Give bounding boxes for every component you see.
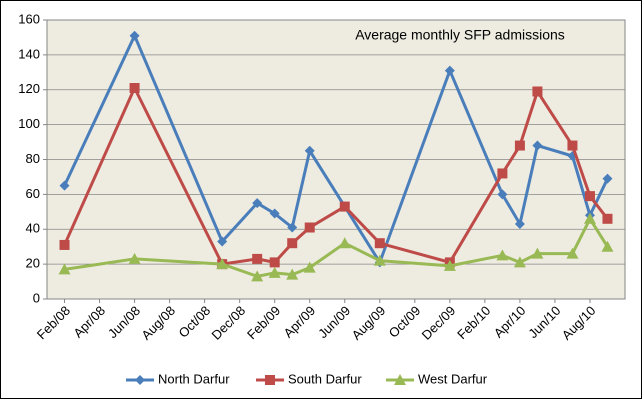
point — [269, 208, 280, 219]
point — [216, 258, 229, 270]
point — [496, 249, 509, 261]
y-tick-label: 120 — [18, 81, 40, 96]
annotation: Average monthly SFP admissions — [355, 27, 565, 43]
point — [497, 168, 508, 179]
point — [304, 222, 315, 233]
series-line — [64, 215, 609, 278]
point — [602, 173, 613, 184]
point — [287, 238, 298, 249]
point — [128, 252, 141, 264]
point — [217, 236, 228, 247]
y-tick-label: 20 — [26, 256, 40, 271]
point — [268, 266, 281, 278]
point — [444, 65, 455, 76]
point — [59, 239, 70, 250]
point — [443, 259, 456, 271]
point — [532, 140, 543, 151]
legend-marker — [135, 375, 145, 385]
y-tick-label: 140 — [18, 46, 40, 61]
point — [513, 256, 526, 268]
series-line — [63, 84, 609, 266]
point — [129, 83, 140, 94]
point — [602, 213, 613, 224]
point — [531, 247, 544, 259]
y-tick-label: 40 — [26, 221, 40, 236]
point — [251, 270, 264, 282]
point — [304, 145, 315, 156]
point — [583, 212, 596, 224]
point — [58, 263, 71, 275]
point — [269, 257, 280, 268]
legend-label: North Darfur — [158, 371, 230, 386]
y-tick-label: 100 — [18, 116, 40, 131]
point — [497, 189, 508, 200]
point — [374, 238, 385, 249]
point — [373, 254, 386, 266]
point — [303, 261, 316, 273]
point — [601, 240, 614, 252]
point — [567, 140, 578, 151]
y-tick-label: 160 — [18, 11, 40, 26]
point — [514, 219, 525, 230]
legend-label: West Darfur — [418, 371, 488, 386]
legend-marker — [394, 374, 406, 385]
point — [338, 237, 351, 249]
point — [286, 268, 299, 280]
point — [339, 201, 350, 212]
point — [566, 247, 579, 259]
series-line — [63, 32, 609, 266]
point — [129, 30, 140, 41]
y-tick-label: 0 — [33, 290, 40, 305]
point — [584, 191, 595, 202]
point — [59, 180, 70, 191]
point — [252, 253, 263, 264]
y-tick-label: 80 — [26, 151, 40, 166]
point — [287, 222, 298, 233]
point — [514, 140, 525, 151]
point — [532, 86, 543, 97]
y-tick-label: 60 — [26, 186, 40, 201]
legend-marker — [265, 375, 275, 385]
legend-label: South Darfur — [288, 371, 362, 386]
point — [252, 198, 263, 209]
